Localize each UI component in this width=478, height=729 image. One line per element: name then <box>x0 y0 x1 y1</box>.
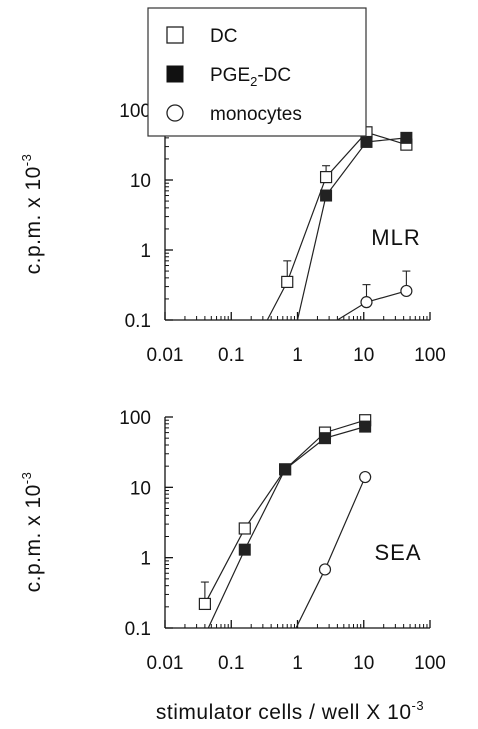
point-pge2-dc <box>238 543 251 556</box>
y-tick-label: 1 <box>140 241 151 262</box>
panel-label: SEA <box>374 540 421 565</box>
legend-label: monocytes <box>210 104 302 125</box>
series-line <box>337 290 407 321</box>
legend-box <box>147 7 367 137</box>
x-tick-label: 100 <box>414 345 446 366</box>
y-axis-title: c.p.m. x 10-3 <box>19 472 45 593</box>
y-tick-label: 10 <box>130 171 151 192</box>
point-monocytes <box>318 563 332 576</box>
y-axis-title-group: c.p.m. x 10-3 <box>19 472 45 593</box>
chart-sea: 0.1 1 10 100 0.01 0.1 1 10 100 c.p.m. x 10-3 SEA <box>19 408 446 674</box>
series-line <box>204 419 366 605</box>
point-dc <box>281 275 294 289</box>
y-axis-title: c.p.m. x 10-3 <box>19 154 45 275</box>
panel-label: MLR <box>371 225 420 250</box>
point-dc <box>198 597 211 611</box>
legend-marker-open-circle <box>166 104 184 122</box>
x-tick-label: 0.1 <box>218 653 244 674</box>
point-pge2-dc <box>318 432 331 445</box>
x-tick-label: 10 <box>353 345 374 366</box>
point-monocytes <box>359 470 372 484</box>
point-pge2-dc <box>400 131 413 144</box>
legend-label: DC <box>210 26 237 47</box>
x-tick-label: 1 <box>292 653 303 674</box>
chart-mlr: 0.1 1 10 100 0.01 0.1 1 10 100 c.p.m. x 10-3 MLR <box>19 101 446 366</box>
point-dc <box>238 522 251 535</box>
point-dc <box>319 171 333 184</box>
legend-label: PGE2-DC <box>210 65 291 89</box>
legend-marker-open-square <box>166 26 184 44</box>
legend: DC PGE2-DC monocytes <box>147 7 367 137</box>
y-tick-label: 10 <box>130 478 151 499</box>
series-line <box>207 426 366 629</box>
series-line <box>295 476 366 629</box>
x-tick-label: 0.01 <box>147 345 184 366</box>
point-monocytes <box>360 296 373 309</box>
point-pge2-dc <box>320 189 333 202</box>
point-pge2-dc <box>359 420 372 433</box>
point-pge2-dc <box>279 463 292 476</box>
y-tick-label: 100 <box>119 408 151 429</box>
x-axis-title: stimulator cells / well X 10-3 <box>156 698 424 724</box>
y-axis-title-group: c.p.m. x 10-3 <box>19 154 45 275</box>
x-axis-title-text: stimulator cells / well X 10-3 <box>156 698 424 724</box>
x-tick-label: 0.01 <box>147 653 184 674</box>
x-tick-label: 100 <box>414 653 446 674</box>
y-tick-label: 0.1 <box>125 619 151 640</box>
x-tick-label: 1 <box>292 345 303 366</box>
point-monocytes <box>400 284 413 298</box>
y-tick-label: 100 <box>119 101 151 122</box>
point-pge2-dc <box>360 135 373 148</box>
legend-marker-filled-square <box>166 65 184 83</box>
y-tick-label: 0.1 <box>125 311 151 332</box>
y-tick-label: 1 <box>140 549 151 570</box>
x-tick-label: 10 <box>353 653 374 674</box>
series-line <box>296 137 407 321</box>
x-tick-label: 0.1 <box>218 345 244 366</box>
